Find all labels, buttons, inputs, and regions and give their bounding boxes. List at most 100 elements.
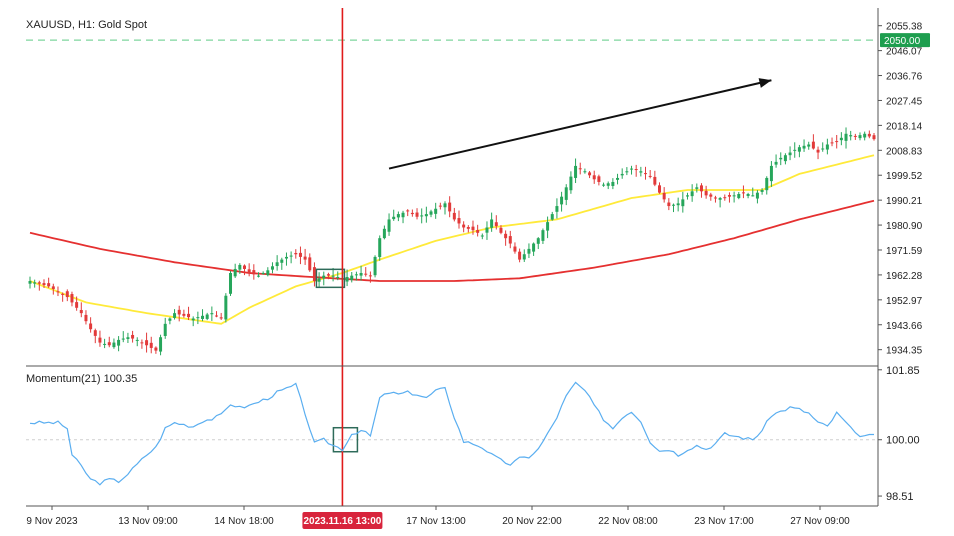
- price-tick-label: 1990.21: [886, 196, 923, 207]
- candle-body: [788, 152, 792, 156]
- candle-body: [47, 283, 51, 287]
- candle-body: [662, 193, 666, 200]
- candle-body: [247, 269, 251, 273]
- indicator-label: Momentum(21) 100.35: [26, 373, 137, 385]
- crosshair-time-badge: [302, 512, 383, 529]
- price-tick-label: 1980.90: [886, 221, 923, 232]
- candle-body: [569, 176, 573, 191]
- candle-body: [648, 175, 652, 177]
- candle-body: [527, 248, 531, 254]
- candle-body: [499, 227, 503, 233]
- candle-body: [844, 133, 848, 141]
- candle-body: [266, 270, 270, 276]
- candle-body: [312, 267, 316, 282]
- candle-body: [480, 235, 484, 237]
- candle-body: [420, 215, 424, 217]
- candle-body: [457, 218, 461, 224]
- candle-body: [839, 137, 843, 141]
- candle-body: [61, 293, 65, 295]
- candle-body: [709, 194, 713, 197]
- candle-body: [84, 314, 88, 322]
- candle-body: [872, 135, 876, 140]
- candle-body: [690, 191, 694, 197]
- candle-body: [769, 165, 773, 182]
- price-tick-label: 2046.07: [886, 47, 923, 58]
- candle-body: [229, 272, 233, 294]
- candle-body: [867, 133, 871, 137]
- candle-body: [448, 202, 452, 212]
- candle-body: [625, 171, 629, 173]
- price-level-label: 2050.00: [884, 36, 921, 47]
- candle-body: [644, 173, 648, 175]
- candle-body: [508, 236, 512, 244]
- candle-body: [326, 274, 330, 276]
- candle-body: [802, 145, 806, 149]
- candle-body: [364, 273, 368, 275]
- price-tick-label: 2008.83: [886, 146, 923, 157]
- candle-body: [177, 309, 181, 315]
- candle-body: [182, 313, 186, 316]
- candle-body: [681, 199, 685, 207]
- candle-body: [382, 228, 386, 239]
- candle-body: [373, 256, 377, 276]
- candle-body: [252, 270, 256, 275]
- candle-body: [536, 238, 540, 244]
- candle-body: [98, 337, 102, 343]
- candle-body: [592, 175, 596, 180]
- candle-body: [210, 313, 214, 315]
- candle-body: [289, 255, 293, 257]
- candle-body: [550, 214, 554, 220]
- candle-body: [89, 323, 93, 330]
- candle-body: [727, 195, 731, 197]
- candle-body: [630, 168, 634, 170]
- candle-body: [699, 185, 703, 192]
- candle-body: [713, 197, 717, 199]
- candle-body: [653, 176, 657, 185]
- candle-body: [359, 272, 363, 276]
- candle-body: [471, 226, 475, 231]
- candle-body: [821, 148, 825, 150]
- candle-body: [238, 264, 242, 270]
- candle-body: [117, 339, 121, 346]
- candle-body: [476, 229, 480, 233]
- candle-body: [494, 222, 498, 227]
- candle-body: [145, 340, 149, 346]
- candle-body: [835, 141, 839, 143]
- candle-body: [732, 195, 736, 197]
- candle-body: [583, 171, 587, 173]
- candle-body: [131, 334, 135, 339]
- indicator-highlight-box: [332, 426, 359, 453]
- candle-body: [270, 266, 274, 270]
- candle-body: [121, 338, 125, 340]
- time-tick-label: 13 Nov 09:00: [118, 516, 178, 527]
- candle-body: [443, 203, 447, 208]
- candle-body: [378, 238, 382, 258]
- candle-body: [671, 204, 675, 206]
- candle-body: [634, 169, 638, 171]
- candle-body: [396, 214, 400, 218]
- candle-body: [65, 291, 69, 298]
- time-tick-label: 22 Nov 08:00: [598, 516, 658, 527]
- candle-body: [294, 253, 298, 255]
- candle-body: [331, 275, 335, 277]
- price-tick-label: 1962.28: [886, 271, 923, 282]
- candle-body: [620, 173, 624, 176]
- candle-body: [793, 149, 797, 151]
- candle-body: [695, 187, 699, 189]
- time-tick-label: 17 Nov 13:00: [406, 516, 466, 527]
- candle-body: [42, 283, 46, 286]
- candle-body: [755, 192, 759, 199]
- candle-body: [462, 224, 466, 228]
- moving-average-line: [29, 154, 875, 325]
- candle-body: [215, 315, 219, 317]
- candle-body: [284, 256, 288, 259]
- candle-body: [317, 278, 321, 282]
- price-tick-label: 1999.52: [886, 171, 923, 182]
- price-tick-label: 2055.38: [886, 22, 923, 33]
- candle-body: [424, 214, 428, 217]
- indicator-tick-label: 98.51: [886, 491, 914, 503]
- candle-body: [602, 184, 606, 186]
- candle-body: [513, 246, 517, 252]
- candle-body: [37, 282, 41, 284]
